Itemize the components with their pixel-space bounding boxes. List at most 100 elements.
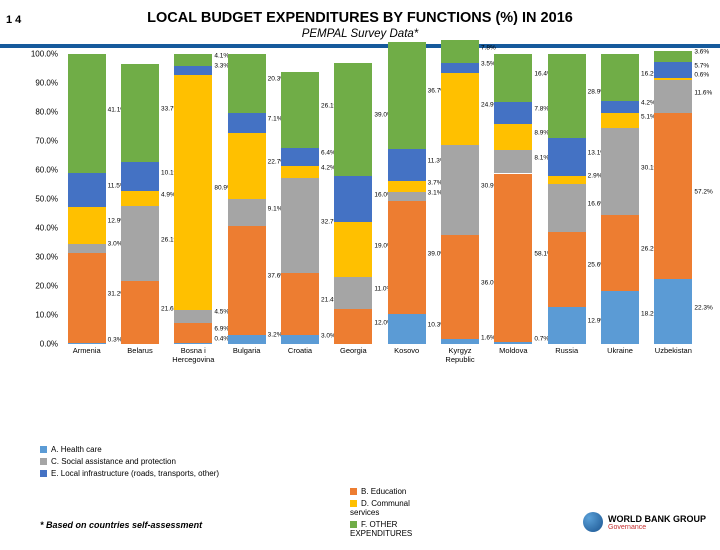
bar-segment: [334, 277, 372, 309]
bar-segment: [494, 150, 532, 173]
legend-item: D. Communal services: [350, 499, 412, 517]
bar: 12.0%11.0%19.0%16.0%39.0%: [334, 63, 372, 344]
bar-segment: [494, 54, 532, 102]
bar-segment: [548, 232, 586, 306]
legend-label: C. Social assistance and protection: [51, 457, 176, 466]
bar-segment: [281, 72, 319, 148]
bar-segment: [494, 174, 532, 342]
legend-item: E. Local infrastructure (roads, transpor…: [40, 469, 219, 478]
bar-segment: [654, 62, 692, 79]
bar-segment: [228, 113, 266, 134]
y-tick: 50.0%: [20, 195, 58, 204]
value-label: 11.6%: [694, 89, 712, 96]
x-label: Bosna i Hercegovina: [172, 346, 214, 364]
bar-segment: [174, 343, 212, 344]
x-label: Kosovo: [394, 346, 419, 355]
bar-segment: [281, 178, 319, 273]
page-title: LOCAL BUDGET EXPENDITURES BY FUNCTIONS (…: [0, 10, 720, 26]
x-label: Belarus: [127, 346, 152, 355]
legend-label: D. Communal services: [350, 499, 410, 517]
value-label: 5.7%: [694, 62, 709, 69]
x-label: Kyrgyz Republic: [445, 346, 474, 364]
y-tick: 10.0%: [20, 311, 58, 320]
bar-segment: [388, 42, 426, 148]
y-tick: 20.0%: [20, 282, 58, 291]
value-label: 22.3%: [694, 304, 712, 311]
bar-segment: [68, 207, 106, 244]
y-tick: 60.0%: [20, 166, 58, 175]
globe-icon: [583, 512, 603, 532]
bar-segment: [121, 64, 159, 162]
bar-segment: [281, 335, 319, 344]
legend-item: C. Social assistance and protection: [40, 457, 219, 466]
bar-segment: [548, 54, 586, 138]
swatch-icon: [40, 446, 47, 453]
x-label: Ukraine: [607, 346, 633, 355]
bar: 0.4%6.9%4.5%80.9%3.3%4.1%: [174, 54, 212, 344]
x-label: Croatia: [288, 346, 312, 355]
bar-segment: [441, 63, 479, 73]
y-tick: 100.0%: [20, 50, 58, 59]
bar-segment: [388, 314, 426, 344]
bar-segment: [654, 113, 692, 279]
legend-item: A. Health care: [40, 445, 219, 454]
legend-item: B. Education: [350, 487, 412, 496]
bar-segment: [68, 244, 106, 253]
y-tick: 0.0%: [20, 340, 58, 349]
bar-segment: [441, 339, 479, 344]
page-number: 1 4: [6, 14, 21, 26]
bar-segment: [228, 133, 266, 199]
y-tick: 90.0%: [20, 79, 58, 88]
bar-segment: [548, 176, 586, 184]
bar-segment: [601, 215, 639, 291]
subtitle: PEMPAL Survey Data*: [0, 28, 720, 40]
bar-segment: [334, 222, 372, 277]
bar-segment: [601, 128, 639, 215]
bar-segment: [228, 199, 266, 225]
bar-segment: [601, 291, 639, 344]
bar-segment: [654, 279, 692, 344]
bar-segment: [281, 166, 319, 178]
logo-sub: Governance: [608, 524, 706, 531]
swatch-icon: [40, 458, 47, 465]
y-tick: 70.0%: [20, 137, 58, 146]
logo-text: WORLD BANK GROUP: [608, 514, 706, 524]
bar-segment: [654, 78, 692, 80]
bar-segment: [228, 226, 266, 335]
bar: 0.3%31.2%3.0%12.9%11.5%41.1%: [68, 54, 106, 344]
bar-segment: [334, 309, 372, 344]
bar-segment: [121, 162, 159, 191]
bar-segment: [174, 310, 212, 323]
bar-segment: [601, 101, 639, 113]
bar-segment: [68, 54, 106, 173]
swatch-icon: [350, 488, 357, 495]
bar-segment: [388, 181, 426, 192]
y-tick: 30.0%: [20, 253, 58, 262]
bar-segment: [388, 149, 426, 182]
bar-segment: [494, 124, 532, 150]
bar: 3.2%37.6%9.1%22.7%7.1%20.3%: [228, 54, 266, 344]
bar-segment: [228, 335, 266, 344]
bar: 1.6%36.0%30.9%24.9%3.5%7.8%: [441, 40, 479, 344]
bar-segment: [281, 148, 319, 167]
swatch-icon: [350, 500, 357, 507]
bar-segment: [174, 54, 212, 66]
bar-segment: [388, 201, 426, 314]
y-tick: 80.0%: [20, 108, 58, 117]
bar-segment: [654, 80, 692, 114]
value-label: 3.6%: [694, 49, 709, 56]
bar-segment: [174, 75, 212, 310]
legend-label: A. Health care: [51, 445, 102, 454]
x-label: Moldova: [499, 346, 527, 355]
bar-segment: [68, 173, 106, 206]
bar-segment: [68, 253, 106, 343]
legend-label: F. OTHER EXPENDITURES: [350, 520, 412, 538]
bar: 10.3%39.0%3.1%3.7%11.3%36.7%: [388, 42, 426, 344]
bar: 21.6%26.1%4.9%10.1%33.7%: [121, 64, 159, 344]
bar-segment: [601, 54, 639, 101]
bar-segment: [174, 323, 212, 343]
bar-segment: [121, 191, 159, 205]
bar-segment: [441, 40, 479, 63]
x-label: Russia: [555, 346, 578, 355]
bar-segment: [548, 184, 586, 232]
